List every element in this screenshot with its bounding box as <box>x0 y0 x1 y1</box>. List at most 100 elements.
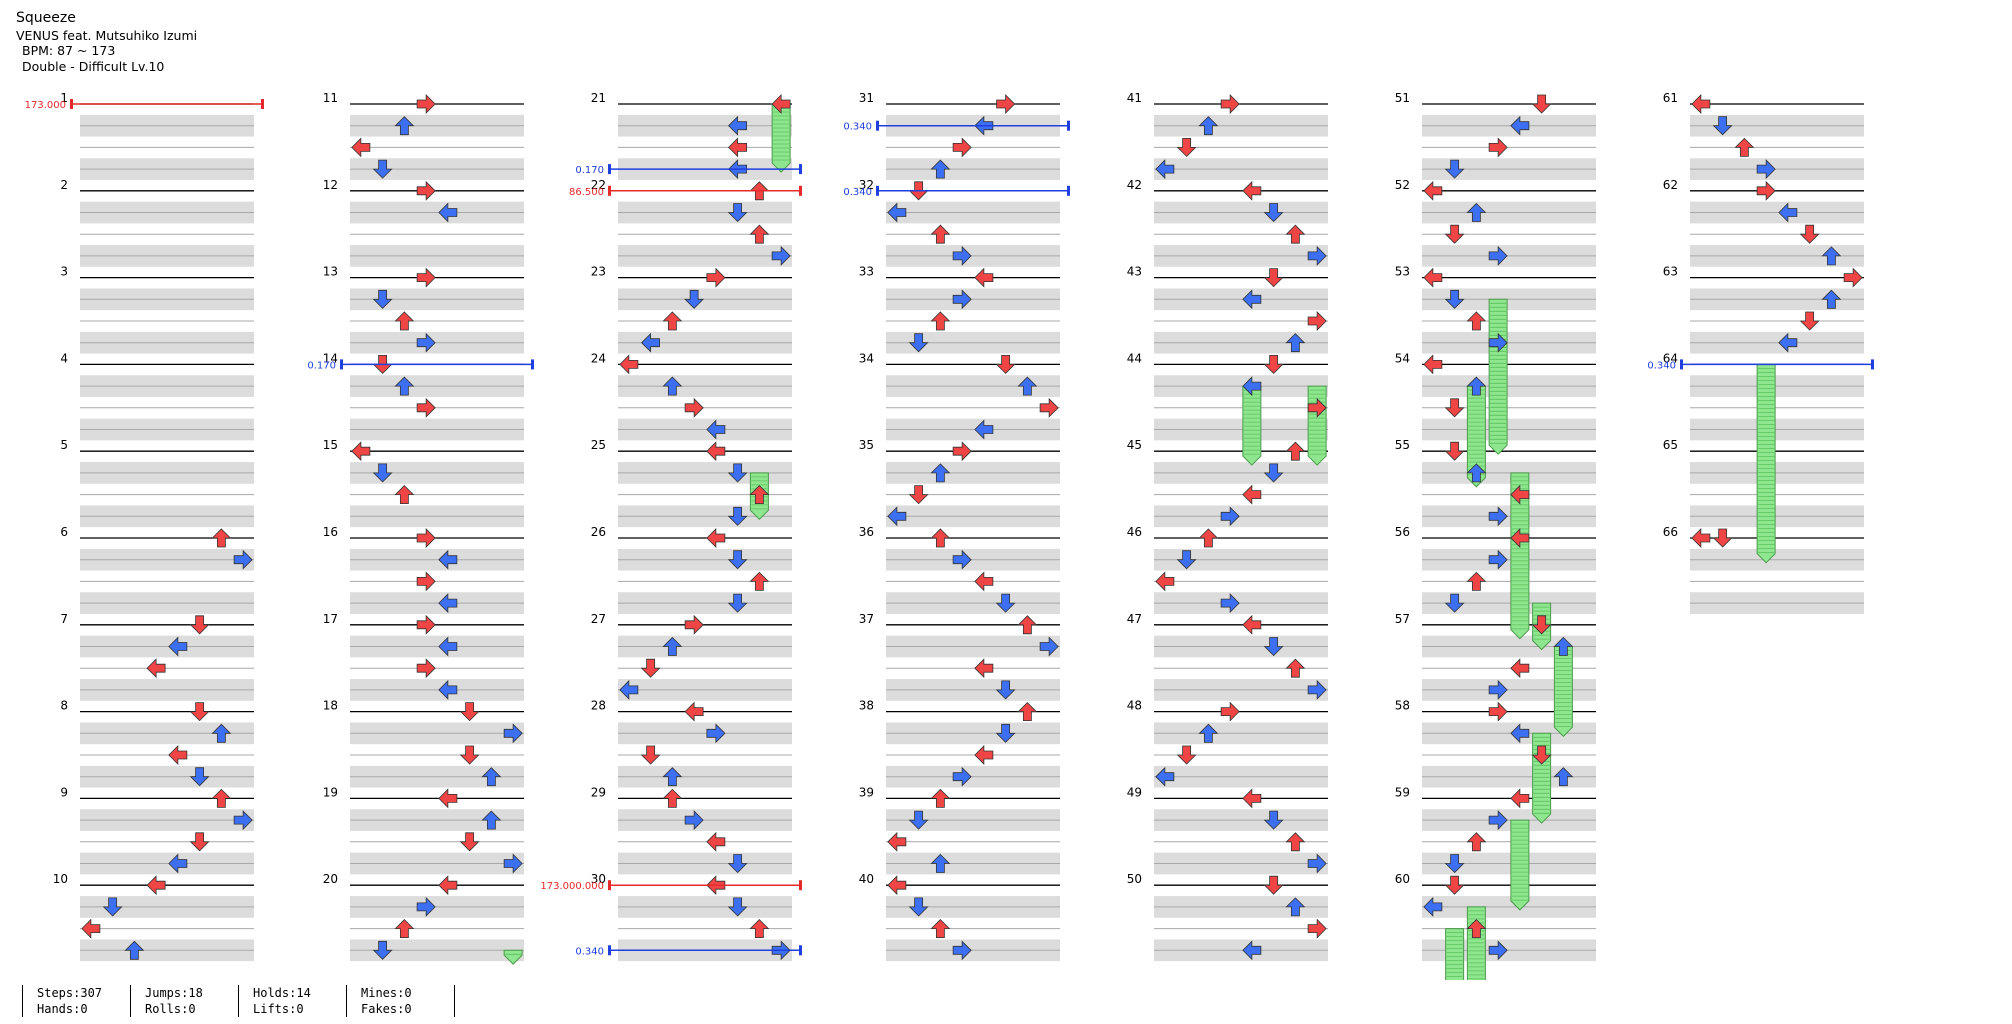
arrow-note <box>1242 788 1262 809</box>
measure-50: 50 <box>1127 872 1328 962</box>
arrow-note <box>1423 354 1443 375</box>
speed-marker-label: 0.340 <box>575 946 604 957</box>
arrow-note <box>996 94 1016 114</box>
difficulty-label: Double - Difficult Lv.10 <box>22 58 165 74</box>
hold-note <box>503 949 523 965</box>
arrow-note <box>706 419 726 440</box>
arrow-note <box>1553 767 1574 787</box>
arrow-note <box>727 203 748 223</box>
arrow-note <box>233 810 253 831</box>
stat-holds: Holds:14 <box>253 986 311 1000</box>
measure-62: 62 <box>1663 178 1864 267</box>
arrow-note <box>995 680 1016 700</box>
measure-number: 51 <box>1395 91 1410 105</box>
measure-23: 23 <box>591 265 792 354</box>
hold-note <box>1307 385 1327 466</box>
measure-13: 13 <box>323 265 524 354</box>
measure-16: 16 <box>323 525 524 614</box>
measure-3: 3 <box>60 265 254 354</box>
arrow-note <box>1466 571 1487 591</box>
measure-number: 25 <box>591 438 606 452</box>
measure-22: 22 <box>591 178 792 267</box>
arrow-note <box>1176 745 1197 765</box>
measure-24: 24 <box>591 351 792 441</box>
arrow-note <box>394 485 415 505</box>
arrow-note <box>974 419 994 440</box>
arrow-note <box>771 94 791 114</box>
measure-number: 29 <box>591 785 606 799</box>
arrow-note <box>503 853 523 874</box>
arrow-note <box>1756 180 1776 201</box>
arrow-note <box>394 376 415 396</box>
measure-number: 53 <box>1395 265 1410 279</box>
arrow-note <box>641 332 661 353</box>
arrow-note <box>102 897 123 917</box>
measure-48: 48 <box>1127 699 1328 788</box>
arrow-note <box>1155 766 1175 787</box>
arrow-note <box>930 224 951 244</box>
step-chart: 1234567891011121314151617181920212223242… <box>25 91 1874 980</box>
arrow-note <box>1821 289 1842 309</box>
arrow-note <box>1198 116 1219 136</box>
arrow-note <box>438 679 458 700</box>
arrow-note <box>1553 636 1574 656</box>
measure-number: 65 <box>1663 438 1678 452</box>
measure-number: 12 <box>323 178 338 192</box>
measure-number: 49 <box>1127 785 1142 799</box>
arrow-note <box>1510 788 1530 809</box>
arrow-note <box>1821 246 1842 266</box>
arrow-note <box>1198 528 1219 548</box>
arrow-note <box>706 723 726 744</box>
arrow-note <box>438 875 458 896</box>
arrow-note <box>372 289 393 309</box>
arrow-note <box>1220 94 1240 114</box>
arrow-note <box>995 593 1016 613</box>
arrow-note <box>908 810 929 830</box>
arrow-note <box>684 614 704 635</box>
arrow-note <box>394 311 415 331</box>
arrow-note <box>1466 311 1487 331</box>
arrow-note <box>416 180 436 201</box>
arrow-note <box>771 245 791 266</box>
arrow-note <box>233 549 253 570</box>
arrow-note <box>1444 875 1465 895</box>
arrow-note <box>1510 484 1530 505</box>
stats-jumps-group: Jumps:18 Rolls:0 <box>130 985 203 1017</box>
measure-number: 6 <box>60 525 68 539</box>
arrow-note <box>1691 528 1711 548</box>
bpm-marker-label: 173.000.000 <box>540 881 604 892</box>
arrow-note <box>1488 679 1508 700</box>
arrow-note <box>459 745 480 765</box>
measure-number: 48 <box>1127 699 1142 713</box>
arrow-note <box>887 831 907 852</box>
arrow-note <box>706 528 726 548</box>
measure-28: 28 <box>591 699 792 788</box>
arrow-note <box>416 614 436 635</box>
arrow-note <box>662 311 683 331</box>
measure-56: 56 <box>1395 525 1596 614</box>
arrow-note <box>211 528 232 548</box>
measure-number: 40 <box>859 872 874 886</box>
arrow-note <box>1220 506 1240 527</box>
measure-number: 57 <box>1395 612 1410 626</box>
arrow-note <box>1220 701 1240 722</box>
arrow-note <box>189 832 210 852</box>
arrow-note <box>727 506 748 526</box>
arrow-note <box>1307 918 1327 939</box>
arrow-note <box>1444 289 1465 309</box>
speed-change-marker: 0.340 <box>1647 359 1874 371</box>
measure-57: 57 <box>1395 612 1596 701</box>
measure-36: 36 <box>859 525 1060 614</box>
measure-number: 37 <box>859 612 874 626</box>
measure-19: 19 <box>323 785 524 875</box>
arrow-note <box>1242 484 1262 505</box>
stat-fakes: Fakes:0 <box>361 1002 412 1016</box>
measure-number: 35 <box>859 438 874 452</box>
arrow-note <box>416 528 436 548</box>
measure-number: 36 <box>859 525 874 539</box>
arrow-note <box>749 919 770 938</box>
arrow-note <box>908 897 929 917</box>
measure-number: 21 <box>591 91 606 105</box>
measure-63: 63 <box>1663 265 1864 354</box>
measure-12: 12 <box>323 178 524 267</box>
